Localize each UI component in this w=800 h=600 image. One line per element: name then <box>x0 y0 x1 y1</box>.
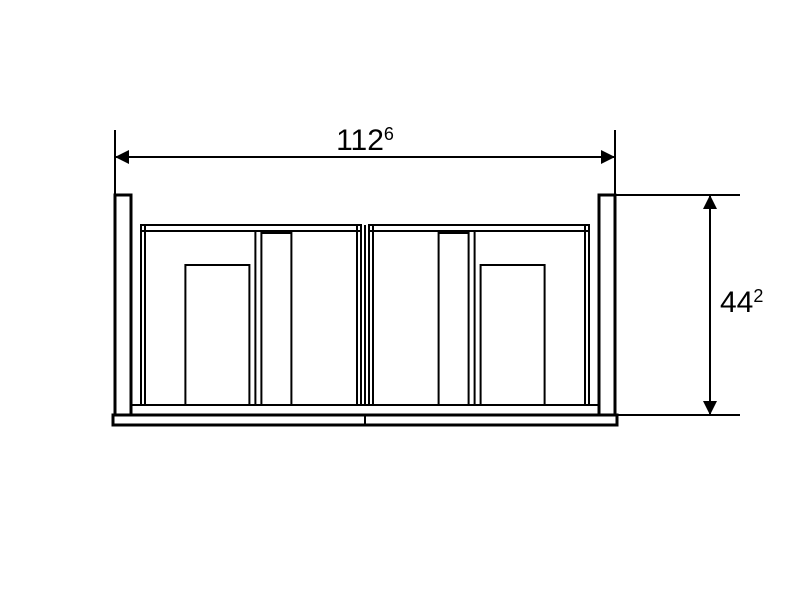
dimension-height-label: 442 <box>720 286 763 319</box>
compartment-2 <box>369 225 589 405</box>
cabinet-elevation <box>113 195 617 425</box>
dimension-width: 1126 <box>115 124 615 195</box>
dimension-width-label: 1126 <box>336 124 394 157</box>
dimension-height: 442 <box>615 195 763 415</box>
technical-drawing: 1126 442 <box>0 0 800 600</box>
compartment-1 <box>141 225 361 405</box>
